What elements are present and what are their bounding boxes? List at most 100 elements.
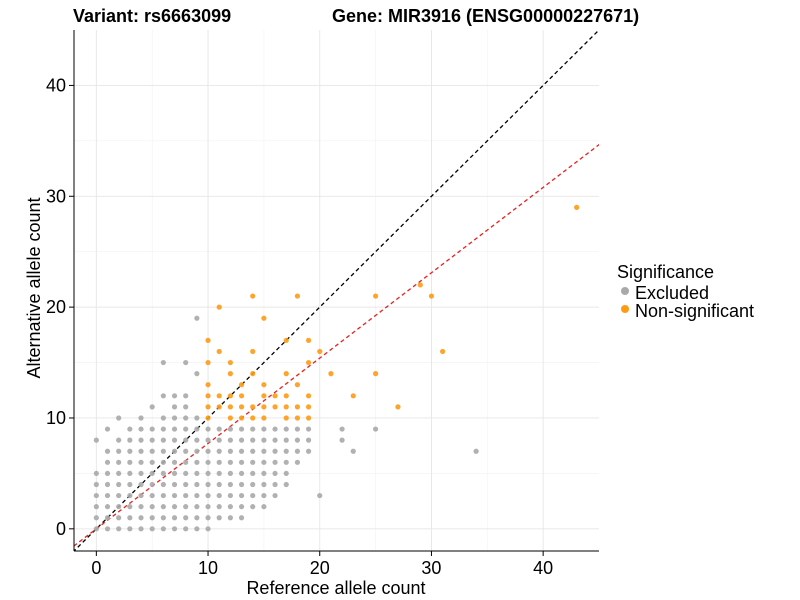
data-point-excluded — [216, 470, 222, 477]
data-point-excluded — [183, 437, 189, 443]
data-point-excluded — [305, 448, 312, 454]
data-point-excluded — [171, 515, 178, 521]
data-point-excluded — [104, 504, 111, 510]
data-point-excluded — [283, 470, 289, 477]
data-point-excluded — [127, 481, 133, 488]
data-point-non-significant — [227, 371, 233, 377]
data-point-excluded — [183, 504, 189, 510]
data-point-excluded — [350, 448, 356, 454]
data-point-excluded — [171, 470, 178, 477]
data-point-excluded — [171, 393, 178, 399]
data-point-excluded — [294, 437, 301, 443]
data-point-excluded — [93, 481, 99, 488]
data-point-excluded — [238, 481, 245, 488]
data-point-excluded — [227, 459, 233, 465]
data-point-excluded — [238, 492, 245, 499]
data-point-excluded — [261, 492, 267, 499]
data-point-excluded — [138, 481, 144, 488]
data-point-excluded — [194, 415, 200, 421]
data-point-excluded — [116, 470, 122, 477]
data-point-excluded — [227, 448, 233, 454]
data-point-excluded — [227, 481, 233, 488]
data-point-excluded — [160, 526, 166, 532]
data-point-excluded — [238, 448, 245, 454]
data-point-non-significant — [216, 404, 222, 410]
data-point-excluded — [160, 459, 166, 465]
data-point-excluded — [227, 437, 233, 443]
data-point-excluded — [183, 359, 189, 366]
y-tick-label: 0 — [56, 519, 66, 539]
x-tick-label: 10 — [198, 558, 218, 578]
data-point-excluded — [283, 481, 289, 488]
data-point-non-significant — [238, 415, 245, 421]
data-point-excluded — [149, 504, 155, 510]
data-point-excluded — [216, 448, 222, 454]
data-point-excluded — [160, 437, 166, 443]
data-point-excluded — [116, 515, 122, 521]
data-point-excluded — [194, 504, 200, 510]
data-point-excluded — [93, 470, 99, 477]
data-point-excluded — [238, 459, 245, 465]
data-point-non-significant — [328, 371, 334, 377]
data-point-excluded — [205, 515, 211, 521]
data-point-excluded — [305, 437, 312, 443]
data-point-excluded — [183, 448, 189, 454]
data-point-excluded — [149, 492, 155, 499]
data-point-excluded — [104, 470, 111, 477]
data-point-non-significant — [261, 404, 267, 410]
data-point-excluded — [138, 426, 144, 432]
data-point-non-significant — [294, 293, 301, 299]
data-points — [93, 204, 580, 532]
data-point-excluded — [250, 492, 256, 499]
data-point-excluded — [283, 448, 289, 454]
data-point-excluded — [93, 515, 99, 521]
data-point-excluded — [104, 515, 111, 521]
tick-labels: 0 10 20 30 40 0 10 20 30 40 — [46, 75, 553, 578]
data-point-excluded — [250, 504, 256, 510]
data-point-non-significant — [227, 359, 233, 366]
data-point-non-significant — [205, 393, 211, 399]
data-point-excluded — [216, 426, 222, 432]
data-point-non-significant — [238, 404, 245, 410]
data-point-non-significant — [205, 404, 211, 410]
data-point-excluded — [261, 504, 267, 510]
data-point-non-significant — [250, 371, 256, 377]
data-point-excluded — [160, 515, 166, 521]
axes — [69, 30, 599, 556]
data-point-excluded — [205, 448, 211, 454]
data-point-excluded — [138, 437, 144, 443]
data-point-excluded — [183, 415, 189, 421]
data-point-excluded — [194, 371, 200, 377]
data-point-excluded — [227, 515, 233, 521]
data-point-excluded — [283, 426, 289, 432]
data-point-excluded — [339, 426, 345, 432]
data-point-excluded — [149, 426, 155, 432]
data-point-excluded — [116, 504, 122, 510]
x-tick-label: 20 — [310, 558, 330, 578]
data-point-excluded — [261, 437, 267, 443]
data-point-non-significant — [272, 393, 278, 399]
data-point-excluded — [227, 504, 233, 510]
data-point-excluded — [171, 437, 178, 443]
data-point-excluded — [205, 470, 211, 477]
x-tick-label: 30 — [421, 558, 441, 578]
data-point-excluded — [216, 492, 222, 499]
data-point-excluded — [171, 459, 178, 465]
data-point-excluded — [250, 426, 256, 432]
data-point-non-significant — [205, 382, 211, 388]
data-point-non-significant — [250, 348, 256, 355]
data-point-excluded — [93, 526, 99, 532]
data-point-excluded — [205, 426, 211, 432]
data-point-excluded — [183, 404, 189, 410]
data-point-excluded — [194, 315, 200, 321]
data-point-excluded — [372, 426, 379, 432]
data-point-non-significant — [216, 348, 222, 355]
data-point-excluded — [171, 481, 178, 488]
data-point-non-significant — [238, 382, 245, 388]
chart-title-gene: Gene: MIR3916 (ENSG00000227671) — [332, 6, 639, 26]
data-point-excluded — [283, 437, 289, 443]
data-point-excluded — [183, 515, 189, 521]
data-point-excluded — [272, 470, 278, 477]
data-point-excluded — [227, 426, 233, 432]
data-point-excluded — [261, 459, 267, 465]
